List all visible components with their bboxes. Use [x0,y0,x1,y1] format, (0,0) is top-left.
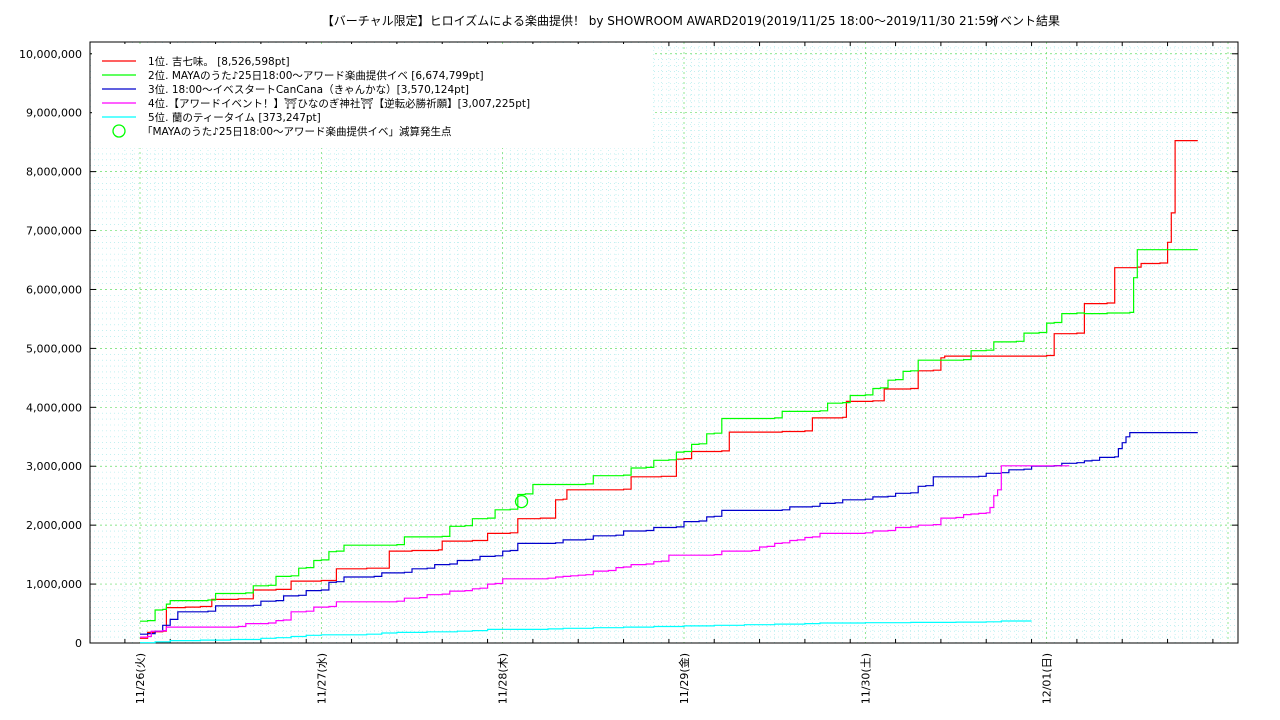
y-tick-label: 10,000,000 [19,48,82,61]
series-layer [140,140,1198,644]
y-tick-label: 7,000,000 [26,225,82,238]
x-tick-label: 11/30(土) [859,653,872,704]
legend-label-1: 1位. 吉七味。 [8,526,598pt] [148,55,290,68]
legend-label-2: 2位. MAYAのうた♪25日18:00～アワード楽曲提供イベ [6,674,7… [148,69,484,82]
y-tick-label: 9,000,000 [26,107,82,120]
y-tick-label: 0 [75,637,82,650]
plot-frame [89,41,1239,644]
series-line-1 [140,140,1198,639]
y-tick-label: 8,000,000 [26,166,82,179]
y-tick-label: 4,000,000 [26,401,82,414]
grid-layer [90,41,1238,644]
chart-title: 【バーチャル限定】ヒロイズムによる楽曲提供！ by SHOWROOM AWARD… [322,13,998,28]
y-tick-label: 3,000,000 [26,460,82,473]
x-tick-label: 12/01(日) [1041,653,1054,704]
y-tick-label: 5,000,000 [26,342,82,355]
legend-label-annotation: 「MAYAのうた♪25日18:00～アワード楽曲提供イベ」減算発生点 [142,125,452,138]
series-line-5 [140,620,1032,644]
series-line-3 [140,432,1198,635]
legend-label-4: 4位.【アワードイベント！】⛩ひなのぎ神社⛩【逆転必勝祈願】[3,007,225… [148,97,530,110]
legend-marker-annotation [112,124,126,138]
legend: 1位. 吉七味。 [8,526,598pt]2位. MAYAのうた♪25日18:… [92,44,652,148]
y-tick-label: 2,000,000 [26,519,82,532]
legend-background [92,44,652,148]
chart-subtitle: イベント結果 [988,14,1060,28]
annotation-layer [514,494,529,509]
tick-layer: 0 1,000,000 2,000,000 3,000,000 4,000,000 5,0… [19,42,1238,704]
series-line-2 [140,249,1198,622]
series-line-4 [140,465,1070,638]
x-tick-label: 11/27(水) [315,653,328,704]
legend-label-5: 5位. 蘭のティータイム [373,247pt] [148,111,321,124]
x-tick-label: 11/26(火) [134,653,147,704]
y-tick-label: 1,000,000 [26,578,82,591]
annotation-marker-1 [514,494,529,509]
x-tick-label: 11/29(金) [677,653,691,704]
x-tick-label: 11/28(木) [497,653,510,704]
legend-label-3: 3位. 18:00～イベスタートCanCana（きゃんかな）[3,570,124… [148,83,469,96]
y-tick-label: 6,000,000 [26,283,82,296]
